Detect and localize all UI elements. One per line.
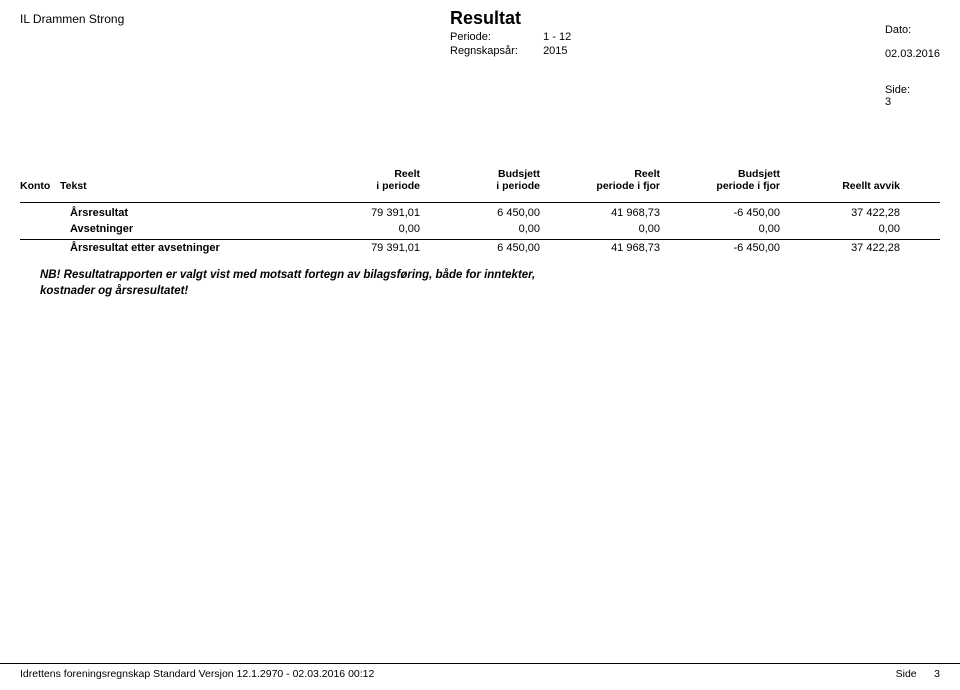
col-budsjett-periode: Budsjett i periode xyxy=(440,168,560,192)
report-footer: Idrettens foreningsregnskap Standard Ver… xyxy=(0,663,960,680)
data-block: Årsresultat 79 391,01 6 450,00 41 968,73… xyxy=(20,202,940,237)
col-reelt-periode: Reelt i periode xyxy=(320,168,440,192)
total-val: 6 450,00 xyxy=(440,242,560,254)
row-val: 0,00 xyxy=(680,223,800,235)
year-value: 2015 xyxy=(543,45,567,57)
date-value: 02.03.2016 xyxy=(885,48,940,60)
page-label: Side: xyxy=(885,84,925,96)
row-val: 79 391,01 xyxy=(320,207,440,219)
org-name: IL Drammen Strong xyxy=(20,12,124,26)
title-block: Resultat Periode: 1 - 12 Regnskapsår: 20… xyxy=(450,8,571,57)
footer-left: Idrettens foreningsregnskap Standard Ver… xyxy=(20,668,374,680)
col-avvik: Reellt avvik xyxy=(800,180,920,192)
total-val: 79 391,01 xyxy=(320,242,440,254)
col-reelt-fjor: Reelt periode i fjor xyxy=(560,168,680,192)
totals-block: Årsresultat etter avsetninger 79 391,01 … xyxy=(20,239,940,256)
row-val: 6 450,00 xyxy=(440,207,560,219)
row-val: 0,00 xyxy=(560,223,680,235)
total-val: 41 968,73 xyxy=(560,242,680,254)
header-right-meta: Dato: 02.03.2016 Side: 3 xyxy=(860,12,940,120)
row-label: Årsresultat xyxy=(60,207,320,219)
period-label: Periode: xyxy=(450,31,540,43)
report-note: NB! Resultatrapporten er valgt vist med … xyxy=(20,268,940,299)
year-label: Regnskapsår: xyxy=(450,45,540,57)
total-val: -6 450,00 xyxy=(680,242,800,254)
total-label: Årsresultat etter avsetninger xyxy=(60,242,320,254)
row-val: 0,00 xyxy=(800,223,920,235)
total-val: 37 422,28 xyxy=(800,242,920,254)
page-value: 3 xyxy=(885,96,891,108)
row-val: 0,00 xyxy=(440,223,560,235)
table-row: Avsetninger 0,00 0,00 0,00 0,00 0,00 xyxy=(20,221,940,237)
date-label: Dato: xyxy=(885,24,911,36)
row-label: Avsetninger xyxy=(60,223,320,235)
row-val: 0,00 xyxy=(320,223,440,235)
period-value: 1 - 12 xyxy=(543,31,571,43)
col-konto: Konto xyxy=(20,180,60,192)
total-row: Årsresultat etter avsetninger 79 391,01 … xyxy=(20,240,940,256)
row-val: 37 422,28 xyxy=(800,207,920,219)
footer-right: Side 3 xyxy=(896,668,940,680)
column-headers: Konto Tekst Reelt i periode Budsjett i p… xyxy=(20,168,940,192)
col-tekst: Tekst xyxy=(60,180,320,192)
report-title: Resultat xyxy=(450,8,571,29)
col-budsjett-fjor: Budsjett periode i fjor xyxy=(680,168,800,192)
row-val: 41 968,73 xyxy=(560,207,680,219)
report-page: IL Drammen Strong Dato: 02.03.2016 Side:… xyxy=(0,0,960,299)
row-val: -6 450,00 xyxy=(680,207,800,219)
table-row: Årsresultat 79 391,01 6 450,00 41 968,73… xyxy=(20,203,940,221)
